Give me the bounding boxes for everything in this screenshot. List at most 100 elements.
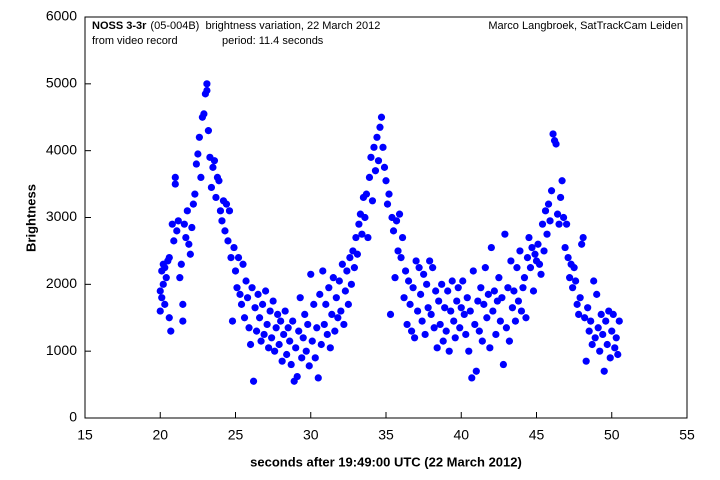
point — [484, 290, 492, 298]
point — [275, 340, 283, 349]
point — [156, 307, 164, 315]
point — [271, 347, 279, 355]
point — [340, 320, 348, 329]
point — [489, 307, 497, 315]
point — [546, 217, 554, 225]
x-tick-label: 55 — [679, 427, 695, 443]
point — [210, 157, 219, 165]
point — [185, 240, 193, 248]
annotation: Marco Langbroek, SatTrackCam Leiden — [488, 20, 683, 32]
point — [514, 297, 523, 305]
point — [258, 300, 267, 308]
point — [391, 274, 399, 282]
point — [313, 324, 321, 332]
point — [263, 320, 271, 329]
plot-frame — [84, 16, 688, 419]
point — [260, 330, 268, 339]
point — [370, 143, 378, 151]
point — [564, 254, 572, 262]
point — [477, 284, 485, 292]
point — [246, 340, 255, 349]
point — [334, 314, 342, 322]
point — [389, 227, 398, 235]
point — [278, 357, 286, 365]
point — [593, 290, 601, 298]
point — [254, 290, 262, 298]
point — [507, 257, 515, 265]
point — [438, 280, 446, 288]
point — [180, 220, 188, 228]
point — [603, 340, 611, 349]
point — [216, 207, 225, 215]
point — [609, 310, 617, 319]
point — [566, 274, 574, 282]
point — [460, 310, 468, 319]
y-tick-label: 0 — [69, 409, 77, 425]
point — [606, 354, 614, 362]
point — [535, 260, 544, 268]
point — [395, 210, 404, 218]
point — [466, 307, 474, 315]
point — [367, 153, 375, 161]
point — [207, 183, 216, 192]
point — [230, 243, 238, 252]
x-tick-label: 25 — [228, 427, 244, 443]
point — [522, 314, 530, 322]
point — [293, 372, 301, 381]
point — [358, 230, 366, 238]
point — [161, 300, 169, 308]
point — [430, 324, 438, 332]
point — [385, 190, 393, 198]
point — [307, 270, 315, 278]
point — [534, 240, 542, 248]
point — [379, 143, 387, 151]
y-tick-label: 4000 — [46, 141, 77, 157]
point — [225, 207, 234, 215]
point — [456, 324, 464, 332]
point — [543, 230, 551, 238]
point — [441, 304, 449, 312]
point — [555, 220, 563, 228]
point — [432, 287, 440, 295]
point — [394, 247, 402, 255]
point — [478, 337, 486, 345]
point — [234, 254, 243, 262]
point — [353, 250, 362, 258]
point — [553, 210, 562, 218]
point — [444, 287, 452, 295]
point — [221, 227, 229, 235]
x-tick-label: 50 — [604, 427, 620, 443]
point — [418, 317, 426, 325]
point — [581, 314, 589, 322]
point — [365, 173, 374, 181]
point — [525, 233, 533, 242]
point — [552, 140, 560, 148]
annotation-name: NOSS 3-3r — [92, 20, 147, 32]
point — [299, 334, 307, 342]
point — [498, 294, 506, 302]
point — [433, 344, 441, 352]
point — [331, 327, 339, 335]
point — [412, 257, 420, 265]
point — [183, 207, 191, 215]
point — [204, 127, 213, 135]
point — [322, 300, 330, 308]
point — [328, 310, 336, 319]
point — [450, 317, 458, 325]
point — [420, 270, 428, 278]
point — [179, 300, 187, 308]
point — [179, 317, 187, 325]
point — [305, 362, 313, 370]
point — [228, 317, 237, 325]
point — [526, 264, 535, 272]
point — [167, 327, 175, 335]
point — [591, 334, 599, 342]
point — [337, 307, 345, 315]
point — [311, 354, 319, 362]
point — [265, 344, 273, 352]
point — [298, 354, 306, 362]
point — [156, 287, 164, 295]
point — [594, 324, 602, 332]
point — [289, 317, 297, 325]
point — [361, 213, 369, 222]
